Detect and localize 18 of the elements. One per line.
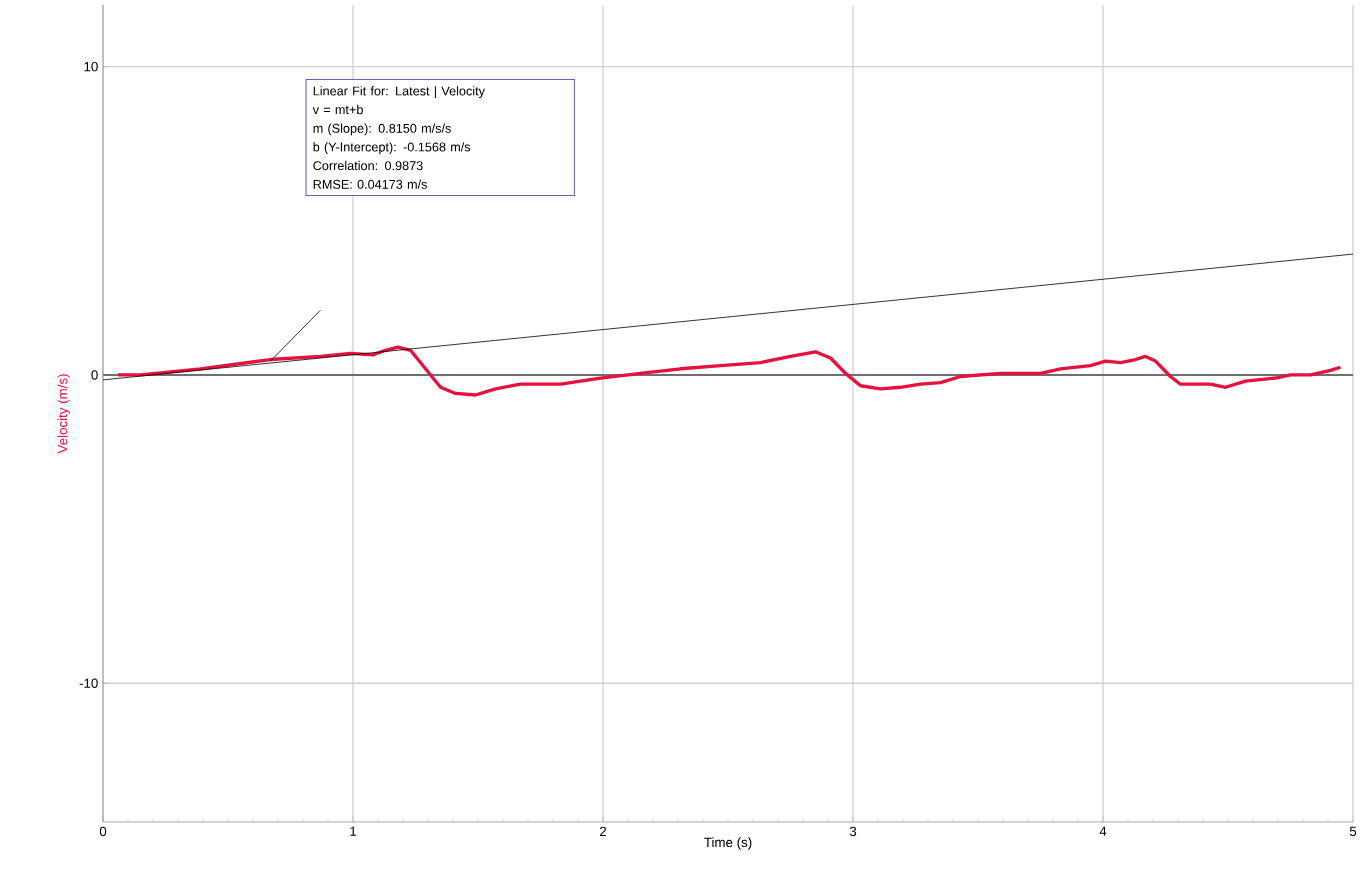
y-tick-label: 10	[84, 61, 98, 72]
x-tick-label: 2	[599, 826, 607, 837]
annotation: b (Y-Intercept): -0.1568 m/s	[313, 142, 471, 154]
y-tick-label: -10	[79, 678, 98, 688]
annotation: RMSE: 0.04173 m/s	[313, 179, 427, 189]
annotation: Linear Fit for: Latest | Velocity	[313, 86, 485, 99]
line-series	[116, 345, 1343, 397]
annotation: v = mt+b	[312, 104, 363, 115]
annotation: m (Slope): 0.8150 m/s/s	[313, 123, 451, 136]
y-axis-title: Velocity (m/s)	[57, 374, 70, 454]
x-tick-label: 1	[350, 826, 357, 836]
x-tick-label: 4	[1099, 826, 1107, 836]
y-tick-label: 0	[91, 370, 98, 380]
annotation: Correlation: 0.9873	[313, 160, 423, 171]
x-tick-label: 5	[1349, 826, 1357, 836]
x-axis-title: Time (s)	[704, 837, 752, 850]
x-tick-label: 0	[99, 826, 107, 837]
x-tick-label: 3	[849, 826, 857, 837]
